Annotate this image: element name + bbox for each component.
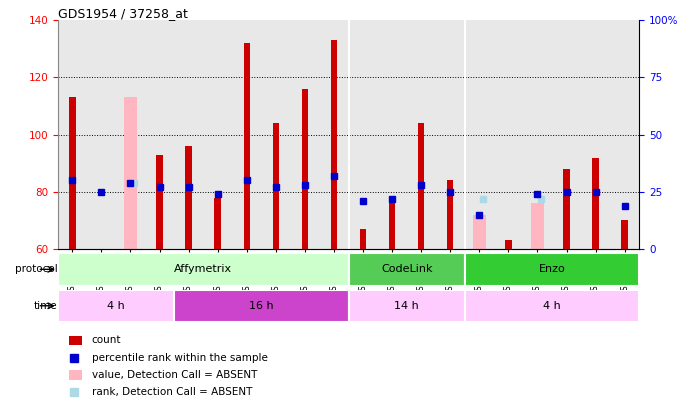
- Text: count: count: [92, 335, 121, 345]
- Bar: [58, 290, 174, 322]
- Bar: [348, 253, 465, 286]
- Bar: [302, 89, 308, 249]
- Bar: [214, 198, 221, 249]
- Text: 14 h: 14 h: [394, 301, 419, 311]
- Bar: [360, 229, 367, 249]
- Bar: [273, 123, 279, 249]
- Text: CodeLink: CodeLink: [381, 264, 432, 274]
- Bar: [243, 43, 250, 249]
- Bar: [58, 253, 348, 286]
- Text: protocol: protocol: [15, 264, 58, 274]
- Bar: [505, 241, 511, 249]
- Text: Enzo: Enzo: [539, 264, 565, 274]
- Text: 4 h: 4 h: [543, 301, 561, 311]
- Text: time: time: [34, 301, 58, 311]
- Bar: [69, 335, 82, 345]
- Text: value, Detection Call = ABSENT: value, Detection Call = ABSENT: [92, 370, 257, 380]
- Bar: [348, 290, 465, 322]
- Bar: [418, 123, 424, 249]
- Bar: [124, 98, 137, 249]
- Text: 4 h: 4 h: [107, 301, 125, 311]
- Text: GDS1954 / 37258_at: GDS1954 / 37258_at: [58, 7, 188, 20]
- Bar: [156, 155, 163, 249]
- Bar: [447, 180, 454, 249]
- Bar: [465, 290, 639, 322]
- Bar: [622, 220, 628, 249]
- Bar: [69, 98, 75, 249]
- Bar: [473, 215, 486, 249]
- Bar: [531, 203, 544, 249]
- Bar: [465, 253, 639, 286]
- Bar: [389, 203, 395, 249]
- Bar: [174, 290, 348, 322]
- Bar: [592, 158, 599, 249]
- Bar: [69, 370, 82, 380]
- Text: 16 h: 16 h: [249, 301, 273, 311]
- Text: percentile rank within the sample: percentile rank within the sample: [92, 353, 267, 362]
- Text: rank, Detection Call = ABSENT: rank, Detection Call = ABSENT: [92, 387, 252, 397]
- Bar: [563, 169, 570, 249]
- Text: Affymetrix: Affymetrix: [174, 264, 232, 274]
- Bar: [330, 40, 337, 249]
- Bar: [186, 146, 192, 249]
